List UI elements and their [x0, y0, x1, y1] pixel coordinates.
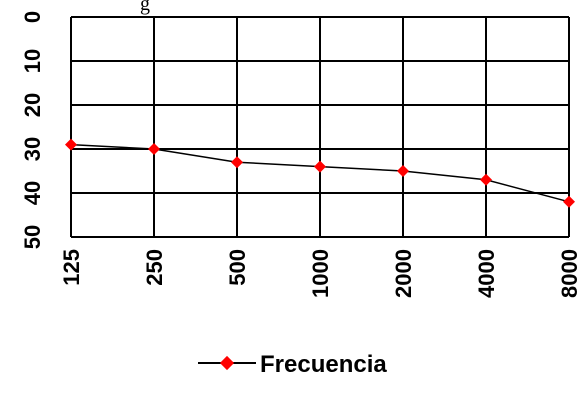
grid: [70, 16, 570, 238]
legend-label: Frecuencia: [260, 351, 387, 378]
y-tick-label: 20: [20, 93, 45, 117]
data-point-marker: [480, 173, 492, 186]
data-point-marker: [563, 195, 575, 208]
y-tick-label: 40: [20, 181, 45, 205]
y-tick-label: 10: [20, 49, 45, 73]
y-tick-label: 30: [20, 137, 45, 161]
data-point-marker: [314, 160, 326, 173]
data-point-marker: [397, 165, 409, 177]
legend-marker-diamond: [219, 355, 235, 371]
x-tick-label: 1000: [308, 249, 333, 298]
x-axis-ticks: 125 250 500 1000 2000 4000 8000: [59, 249, 582, 298]
y-tick-label: 0: [20, 11, 45, 23]
data-point-marker: [148, 143, 160, 155]
series-frecuencia: [65, 138, 575, 208]
data-point-marker: [231, 156, 243, 169]
x-tick-label: 4000: [474, 249, 499, 298]
y-tick-label: 50: [20, 225, 45, 249]
x-tick-label: 8000: [557, 249, 582, 298]
top-text-fragment: g: [140, 0, 150, 15]
y-axis-ticks: 0 10 20 30 40 50: [20, 11, 45, 249]
data-point-marker: [65, 138, 77, 151]
x-tick-label: 2000: [391, 249, 416, 298]
x-tick-label: 500: [225, 249, 250, 286]
legend: Frecuencia: [198, 351, 387, 378]
x-tick-label: 125: [59, 249, 84, 286]
x-tick-label: 250: [142, 249, 167, 286]
